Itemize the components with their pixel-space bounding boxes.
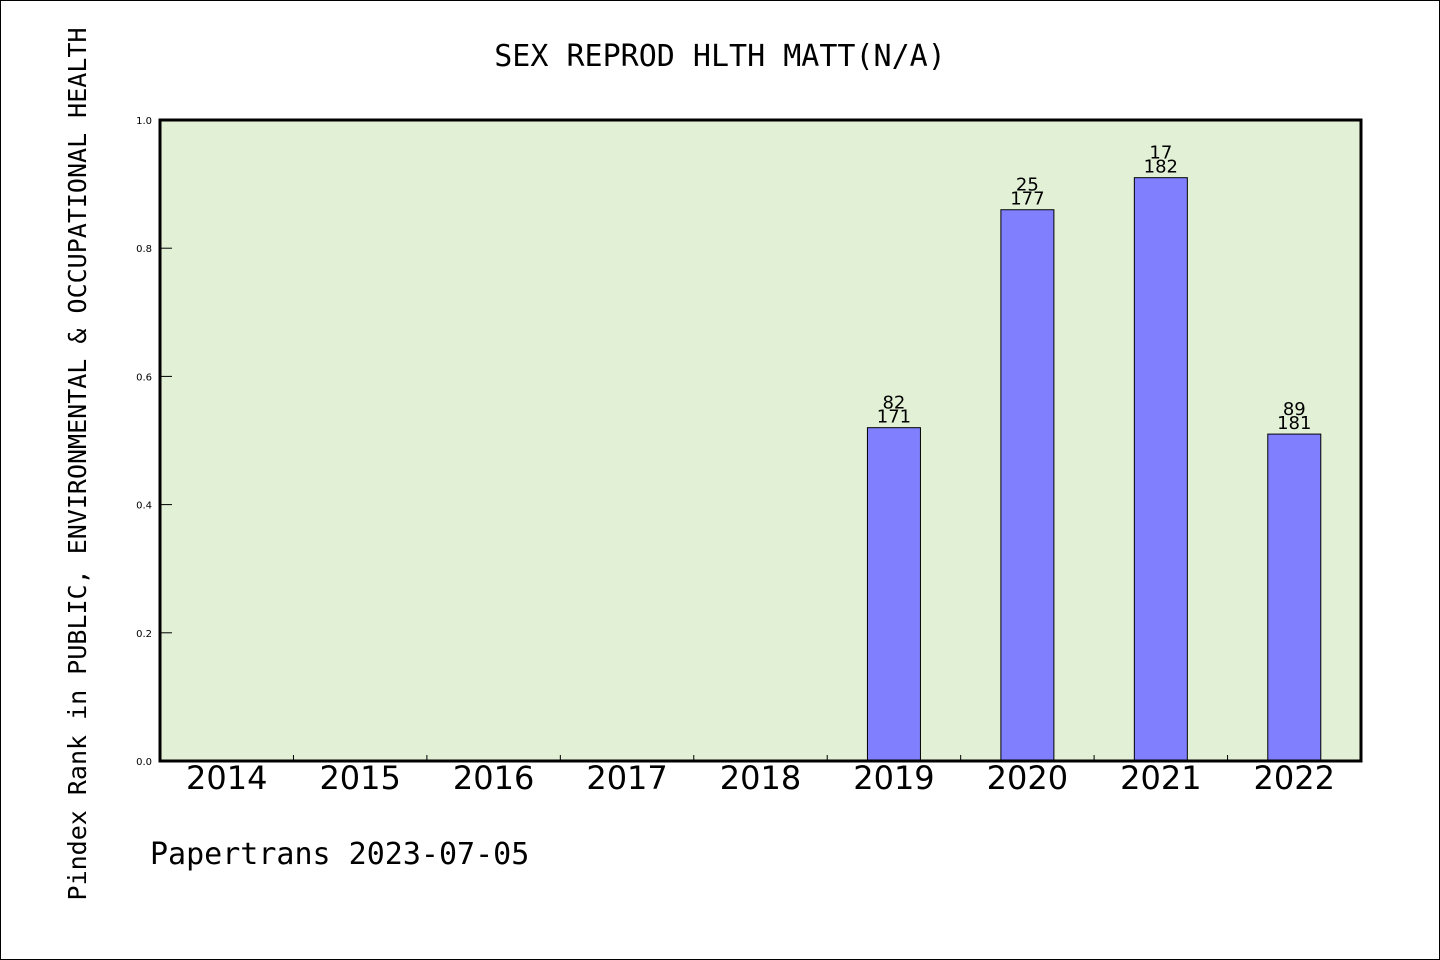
x-tick-label: 2018 bbox=[720, 759, 801, 797]
x-tick-label: 2020 bbox=[987, 759, 1068, 797]
bars-group bbox=[866, 177, 1322, 762]
y-tick-label: 0.0 bbox=[136, 757, 152, 768]
data-label-bottom: 181 bbox=[1277, 413, 1311, 434]
data-label-top: 17 bbox=[1149, 143, 1172, 164]
x-tick-label: 2019 bbox=[853, 759, 934, 797]
chart-title: SEX REPROD HLTH MATT(N/A) bbox=[494, 39, 946, 74]
bar-2019 bbox=[866, 427, 921, 762]
data-label-top: 25 bbox=[1016, 175, 1039, 196]
x-tick-labels: 2014 2015 2016 2017 2018 2019 2020 2021 2022 bbox=[186, 759, 1335, 797]
y-tick-label: 1.0 bbox=[136, 116, 152, 127]
y-tick-label: 0.6 bbox=[136, 372, 152, 383]
bar-2022 bbox=[1267, 433, 1322, 762]
data-label-bottom: 171 bbox=[877, 407, 911, 428]
x-tick-label: 2015 bbox=[319, 759, 400, 797]
data-label-bottom: 177 bbox=[1010, 189, 1044, 210]
data-label-top: 82 bbox=[882, 393, 905, 414]
x-tick-label: 2014 bbox=[186, 759, 267, 797]
y-tick-labels: 0.0 0.2 0.4 0.6 0.8 1.0 bbox=[136, 116, 152, 768]
y-tick-label: 0.4 bbox=[136, 501, 152, 512]
plot-border bbox=[158, 118, 1363, 763]
footer-text: Papertrans 2023-07-05 bbox=[150, 837, 529, 872]
y-axis-label: Pindex Rank in PUBLIC, ENVIRONMENTAL & O… bbox=[63, 28, 92, 901]
bar-2020 bbox=[1000, 209, 1055, 762]
y-tick-label: 0.8 bbox=[136, 244, 152, 255]
x-tick-label: 2022 bbox=[1254, 759, 1335, 797]
data-label-top: 89 bbox=[1283, 399, 1306, 420]
bar-2021 bbox=[1133, 177, 1188, 762]
x-tick-label: 2017 bbox=[586, 759, 667, 797]
data-label-bottom: 182 bbox=[1144, 157, 1178, 178]
x-tick-label: 2016 bbox=[453, 759, 534, 797]
y-tick-label: 0.2 bbox=[136, 629, 152, 640]
x-tick-label: 2021 bbox=[1120, 759, 1201, 797]
